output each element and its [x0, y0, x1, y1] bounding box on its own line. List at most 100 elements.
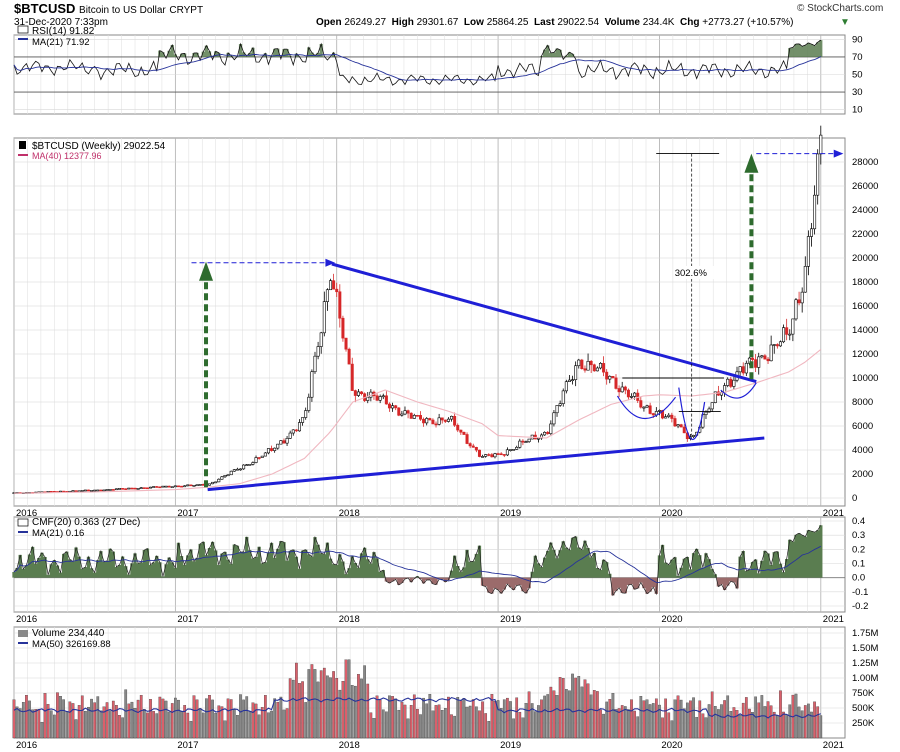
price-candle — [453, 415, 457, 426]
price-candle — [505, 449, 509, 456]
price-candle — [729, 378, 733, 387]
volume-bar — [661, 717, 664, 739]
volume-bar — [803, 705, 807, 739]
price-candle — [111, 489, 115, 491]
volume-bar — [707, 704, 711, 739]
price-candle — [741, 366, 745, 374]
price-candle — [114, 488, 118, 491]
volume-bar — [416, 708, 419, 739]
volume-bar — [506, 697, 509, 739]
volume-bar — [521, 717, 525, 739]
symbol: $BTCUSD — [14, 1, 76, 16]
price-candle — [661, 410, 665, 419]
volume-bar — [760, 695, 764, 739]
price-candle — [664, 416, 668, 419]
volume-legend-swatch — [18, 630, 28, 637]
price-candle — [797, 299, 801, 304]
volume-bar — [96, 696, 100, 739]
price-candle — [245, 464, 249, 466]
price-candle — [121, 488, 125, 490]
volume-bar — [155, 713, 159, 739]
volume-bar — [90, 698, 93, 739]
price-tick-label: 24000 — [852, 205, 878, 216]
price-candle — [574, 365, 578, 380]
volume-bar — [468, 705, 472, 739]
percent-annotation-bg — [673, 266, 714, 279]
price-candle — [567, 379, 571, 382]
price-candle — [809, 228, 813, 237]
price-candle — [465, 434, 469, 444]
volume-bar — [602, 713, 605, 739]
price-candle — [391, 405, 395, 409]
volume-tick-label: 1.25M — [852, 658, 878, 669]
volume-bar — [254, 703, 258, 739]
volume-bar — [397, 709, 401, 739]
volume-bar — [77, 705, 81, 739]
volume-bar — [49, 710, 53, 739]
volume-bar — [161, 698, 165, 739]
volume-x-label: 2017 — [177, 740, 198, 751]
volume-bar — [99, 710, 103, 739]
volume-value: 234.4K — [642, 17, 675, 28]
price-candle — [648, 405, 652, 414]
price-ma-label: MA(40) 12377.96 — [32, 151, 102, 161]
lower-trendline — [207, 436, 765, 492]
price-tick-label: 20000 — [852, 253, 878, 264]
volume-bar — [471, 699, 475, 739]
rsi-tick-label: 70 — [852, 52, 863, 63]
volume-bar — [546, 694, 550, 739]
volume-bar — [170, 703, 174, 739]
volume-bar — [816, 706, 820, 739]
volume-bar — [623, 706, 627, 739]
volume-bar — [406, 718, 410, 739]
price-candle — [136, 488, 140, 490]
volume-bar — [232, 709, 236, 739]
price-x-label: 2019 — [500, 508, 521, 519]
price-candle — [152, 486, 156, 488]
price-label: $BTCUSD (Weekly) 29022.54 — [32, 141, 166, 152]
volume-ma-legend-swatch — [18, 642, 28, 644]
price-candle — [145, 487, 149, 490]
volume-bar — [102, 706, 106, 739]
price-tick-label: 26000 — [852, 181, 878, 192]
price-candle — [161, 485, 165, 488]
volume-bar — [515, 697, 519, 739]
price-candle — [356, 391, 360, 396]
price-candle — [195, 484, 199, 487]
price-candle — [474, 447, 478, 451]
volume-bar — [549, 686, 553, 739]
volume-bar — [729, 711, 733, 739]
volume-bar — [229, 699, 233, 739]
cmf-tick-label: 0.0 — [852, 573, 865, 584]
volume-bar — [772, 711, 776, 739]
price-candle — [620, 386, 624, 393]
price-candle — [595, 367, 599, 372]
volume-bar — [738, 714, 742, 739]
volume-bar — [571, 673, 574, 739]
price-candle — [310, 371, 314, 398]
volume-bar — [353, 685, 357, 739]
volume-bar — [257, 714, 261, 739]
volume-bar — [71, 703, 75, 739]
price-candle — [769, 344, 773, 362]
price-candle — [651, 413, 655, 416]
price-candle — [468, 443, 472, 447]
price-candle — [608, 375, 612, 380]
price-candle — [707, 408, 711, 413]
volume-bar — [40, 721, 44, 739]
price-candle — [493, 453, 497, 458]
volume-bar — [673, 699, 677, 739]
volume-bar — [201, 712, 205, 739]
volume-bar — [726, 695, 730, 739]
price-tick-label: 2000 — [852, 469, 873, 480]
volume-bar — [574, 677, 578, 739]
price-candle — [257, 457, 261, 459]
volume-bar — [177, 699, 180, 739]
volume-bar — [776, 715, 779, 739]
price-candle — [139, 487, 143, 489]
price-candle — [766, 358, 770, 362]
volume-bar — [59, 696, 62, 739]
volume-bar — [447, 696, 450, 739]
volume-bar — [31, 709, 34, 739]
